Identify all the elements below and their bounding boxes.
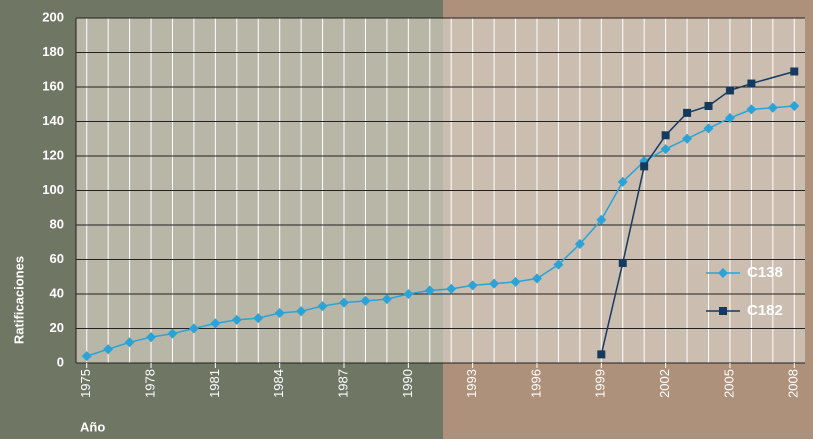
legend-marker (719, 307, 727, 315)
data-point (640, 162, 648, 170)
x-tick-label: 1993 (464, 369, 479, 398)
x-axis-label: Año (80, 419, 105, 434)
y-tick-label: 40 (50, 285, 64, 300)
chart: Ratificaciones Año 0 20 40 60 80 100 120 140 160… (0, 0, 813, 439)
legend-label: C138 (747, 264, 783, 281)
x-tick-label: 1978 (142, 369, 157, 398)
y-tick-label: 160 (42, 78, 64, 93)
x-tick-label: 2005 (721, 369, 736, 398)
x-tick-label: 1990 (400, 369, 415, 398)
x-tick-label: 1984 (271, 369, 286, 398)
y-tick-label: 140 (42, 113, 64, 128)
y-tick-label: 0 (57, 354, 64, 369)
y-tick-label: 20 (50, 320, 64, 335)
data-point (747, 80, 755, 88)
y-tick-label: 60 (50, 251, 64, 266)
data-point (790, 67, 798, 75)
x-tick-label: 2002 (657, 369, 672, 398)
data-point (597, 350, 605, 358)
x-tick-label: 1975 (78, 369, 93, 398)
y-tick-label: 100 (42, 182, 64, 197)
data-point (662, 131, 670, 139)
x-tick-label: 1987 (335, 369, 350, 398)
y-tick-label: 200 (42, 9, 64, 24)
data-point (705, 102, 713, 110)
y-tick-label: 120 (42, 147, 64, 162)
x-tick-label: 1981 (207, 369, 222, 398)
data-point (619, 259, 627, 267)
data-point (726, 86, 734, 94)
x-tick-label: 1999 (593, 369, 608, 398)
legend-label: C182 (747, 302, 783, 319)
y-axis-label: Ratificaciones (11, 256, 26, 344)
data-point (683, 109, 691, 117)
y-tick-label: 180 (42, 44, 64, 59)
y-tick-label: 80 (50, 216, 64, 231)
x-tick-label: 1996 (528, 369, 543, 398)
x-tick-label: 2008 (786, 369, 801, 398)
